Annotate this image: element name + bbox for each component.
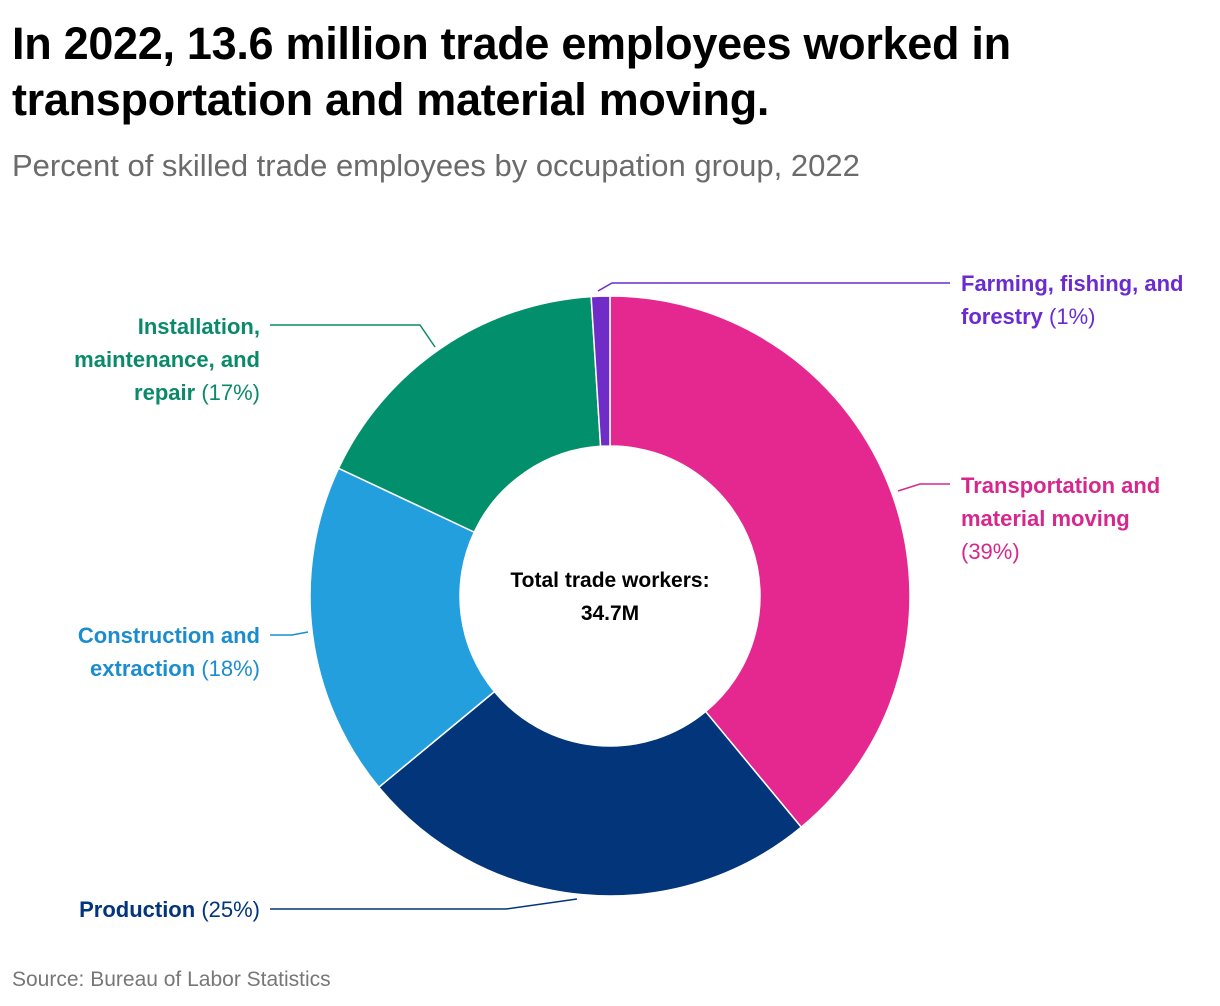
center-total-label: Total trade workers:	[510, 569, 710, 592]
slice-construction	[309, 467, 496, 789]
label-transportation-name-1: Transportation and	[961, 473, 1161, 498]
leader-production	[270, 898, 578, 910]
chart-title: In 2022, 13.6 million trade employees wo…	[12, 18, 1011, 125]
center-total: Total trade workers: 34.7M	[460, 564, 760, 630]
slice-installation	[337, 295, 602, 534]
chart-subtitle: Percent of skilled trade employees by oc…	[12, 148, 860, 183]
slice-transportation	[609, 295, 911, 829]
leader-transportation	[897, 483, 950, 492]
label-farming-name-2: forestry	[961, 304, 1043, 329]
label-installation-name-1: Installation,	[137, 314, 260, 339]
label-transportation-pct: (39%)	[961, 539, 1020, 564]
label-farming-pct: (1%)	[1049, 304, 1096, 329]
label-construction-pct: (18%)	[201, 656, 260, 681]
leader-construction	[270, 631, 309, 636]
source-note: Source: Bureau of Labor Statistics	[12, 968, 331, 991]
leader-farming	[597, 282, 950, 292]
label-production-name-1: Production	[79, 897, 196, 922]
slice-production	[377, 690, 803, 897]
label-installation: Installation, maintenance, and repair (1…	[20, 310, 260, 409]
label-construction-name-2: extraction	[90, 656, 196, 681]
label-construction: Construction and extraction (18%)	[20, 619, 260, 685]
label-installation-pct: (17%)	[201, 380, 260, 405]
label-construction-name-1: Construction and	[77, 623, 260, 648]
leader-installation	[270, 324, 436, 348]
label-transportation: Transportation and material moving (39%)	[961, 469, 1201, 568]
label-installation-name-2: maintenance, and	[74, 347, 260, 372]
label-farming-name-1: Farming, fishing, and	[961, 271, 1184, 296]
slice-farming	[590, 295, 611, 448]
label-farming: Farming, fishing, and forestry (1%)	[961, 267, 1211, 333]
label-production-pct: (25%)	[201, 897, 260, 922]
label-installation-name-3: repair	[134, 380, 196, 405]
label-production: Production (25%)	[20, 893, 260, 926]
label-transportation-name-2: material moving	[961, 506, 1130, 531]
center-total-value: 34.7M	[580, 602, 640, 625]
